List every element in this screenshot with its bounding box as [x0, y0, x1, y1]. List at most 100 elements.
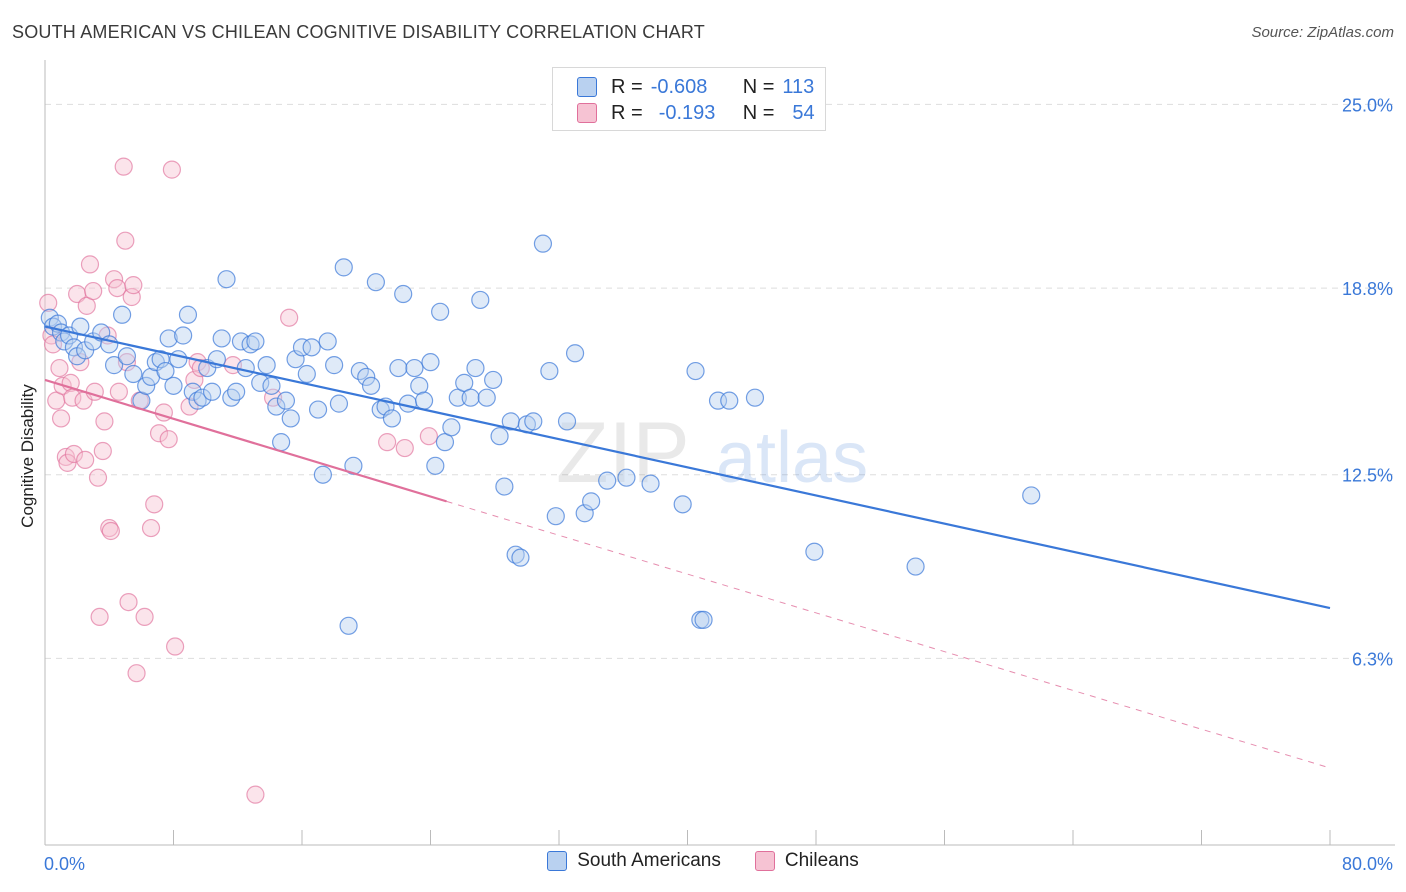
y-tick-label: 12.5% [1342, 466, 1393, 486]
south-americans-point [178, 305, 198, 324]
south-americans-point [292, 338, 312, 357]
south-americans-point [212, 329, 231, 348]
south-americans-point [617, 468, 636, 487]
n-label: N = [742, 75, 775, 98]
south-americans-point [906, 557, 925, 576]
chileans-point [95, 412, 114, 431]
south-americans-point [159, 329, 178, 348]
south-americans-point [164, 376, 183, 395]
south-americans-point [318, 332, 337, 351]
south-americans-point [272, 433, 291, 452]
chileans-point [116, 231, 135, 250]
chileans-point [76, 450, 95, 470]
stats-legend: R = -0.608 N = 113 R = -0.193 N = 54 [552, 67, 826, 131]
south-americans-point [506, 545, 525, 564]
south-americans-point [281, 409, 300, 428]
south-americans-point [442, 418, 461, 437]
south-americans-point [297, 364, 316, 384]
chileans-point [419, 427, 438, 446]
chileans-point [51, 409, 71, 428]
south-americans-point [598, 471, 617, 490]
south-americans-point [361, 376, 381, 395]
south-swatch [577, 77, 597, 97]
south-americans-point [325, 356, 344, 375]
south-americans-point [222, 388, 241, 407]
south-americans-point [55, 332, 74, 351]
n-label: N = [742, 101, 775, 124]
south-americans-point [471, 290, 490, 310]
chileans-point [101, 521, 120, 541]
watermark-atlas: atlas [716, 418, 868, 498]
source-label: Source: ZipAtlas.com [1251, 24, 1394, 41]
south-americans-point [511, 548, 530, 567]
chileans-point [58, 453, 77, 472]
grid-lines [45, 103, 1395, 659]
south-americans-point [461, 388, 480, 407]
y-tick-label: 25.0% [1342, 95, 1393, 115]
chileans-trend-line [44, 378, 447, 503]
south-americans-point [575, 504, 594, 523]
south-americans-point [533, 234, 553, 253]
chileans-point [127, 664, 146, 683]
south-americans-point [117, 347, 137, 366]
south-americans-point [236, 358, 255, 378]
south-americans-point [169, 350, 188, 369]
chileans-point [159, 430, 178, 449]
axes [44, 60, 1395, 846]
y-tick-label: 6.3% [1352, 649, 1393, 669]
chileans-point [84, 281, 103, 301]
south-americans-point [673, 495, 692, 514]
chileans-point [124, 276, 143, 295]
south-americans-point [431, 302, 450, 321]
chileans-point [39, 293, 58, 313]
south-americans-point [524, 412, 543, 431]
chileans-point [80, 255, 100, 274]
south-americans-point [104, 356, 124, 375]
legend-item-chileans[interactable]: Chileans [754, 850, 859, 872]
legend-label-south-americans: South Americans [577, 850, 721, 871]
south-americans-point [466, 358, 485, 378]
south-americans-point [202, 382, 222, 401]
chileans-point [149, 424, 169, 443]
south-americans-point [405, 358, 424, 378]
south-americans-point [227, 382, 246, 401]
x-tick-label-max: 80.0% [1342, 854, 1393, 874]
chileans-trend-extension [446, 500, 1331, 769]
south-americans-point [302, 338, 321, 357]
south-americans-point [357, 367, 376, 387]
legend-row-south: R = -0.608 N = 113 [577, 74, 814, 100]
south-americans-point [686, 361, 705, 381]
chileans-point [114, 157, 133, 176]
south-americans-point [151, 350, 170, 369]
chileans-point [166, 637, 185, 656]
south-americans-point [495, 477, 514, 496]
south-americans-point [477, 388, 496, 407]
south-americans-point [241, 335, 260, 354]
south-americans-point [257, 356, 276, 375]
chart-title: SOUTH AMERICAN VS CHILEAN COGNITIVE DISA… [12, 22, 705, 42]
legend-item-south-americans[interactable]: South Americans [547, 850, 721, 872]
south-americans-point [382, 409, 402, 428]
south-americans-point [398, 394, 418, 413]
south-americans-point [193, 388, 212, 407]
south-americans-point [641, 474, 660, 493]
south-n-value: 113 [782, 75, 815, 98]
south-americans-trend-line [44, 325, 1331, 610]
chileans-point [141, 518, 161, 538]
south-americans-point [313, 465, 332, 484]
south-americans-point [366, 273, 385, 292]
chileans-point [246, 785, 265, 804]
south-americans-point [124, 364, 143, 384]
south-americans-point [389, 358, 408, 378]
south-swatch [547, 851, 568, 871]
south-americans-points [40, 234, 1041, 635]
south-americans-point [329, 394, 349, 413]
chileans-point [191, 358, 210, 378]
south-americans-point [694, 610, 713, 629]
south-americans-point [217, 270, 236, 289]
south-americans-point [267, 397, 286, 416]
south-americans-point [334, 258, 353, 277]
south-americans-point [276, 391, 296, 410]
r-label: R = [611, 101, 643, 124]
legend-label-chileans: Chileans [784, 850, 859, 871]
